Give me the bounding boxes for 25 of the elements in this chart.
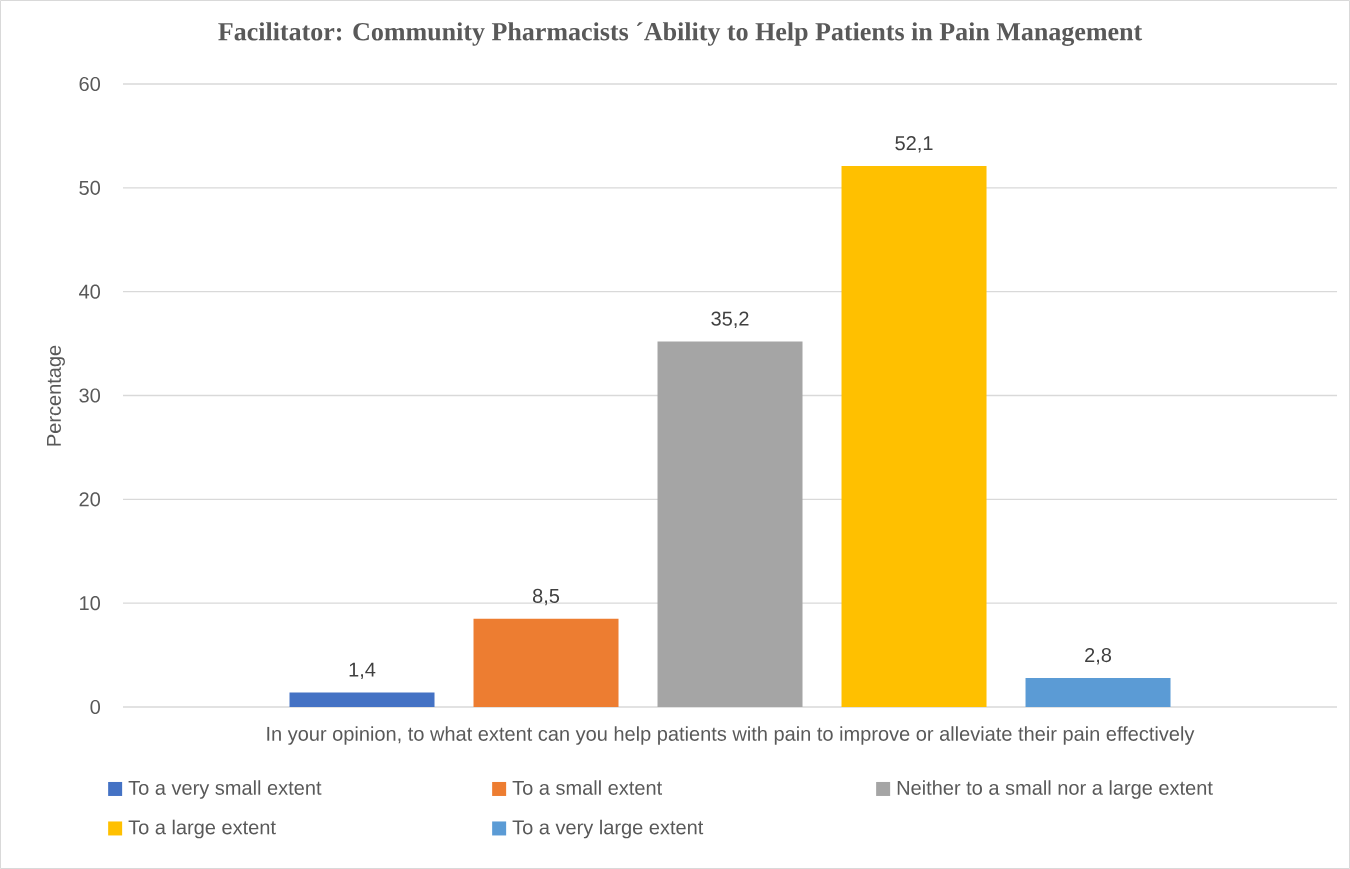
bar (841, 166, 987, 707)
data-label: 2,8 (1085, 647, 1112, 665)
y-tick-label: 0 (90, 699, 101, 715)
bar (657, 341, 803, 707)
y-tick-label: 10 (80, 596, 101, 611)
y-tick-label: 60 (79, 76, 101, 92)
y-axis-title: Percentage (47, 345, 65, 446)
legend-label: To a large extent (128, 819, 276, 839)
data-label: 8,5 (532, 588, 560, 606)
bar (1025, 677, 1171, 707)
data-label: 35,2 (711, 311, 749, 329)
y-tick-label: 20 (79, 492, 101, 507)
data-label: 1,4 (349, 662, 376, 680)
legend-label: Neither to a small nor a large extent (897, 780, 1213, 799)
chart-title: Facilitator: Community Pharmacists ´Ability to Help Patients in Pain Management (218, 22, 1143, 46)
legend-label: To a very small extent (128, 780, 322, 799)
y-tick-label: 40 (79, 284, 101, 299)
y-tick-label: 30 (79, 388, 101, 403)
bar (289, 692, 435, 707)
legend-label: To a small extent (512, 780, 663, 795)
y-tick-label: 50 (79, 180, 101, 195)
data-label: 52,1 (895, 136, 933, 153)
bar (473, 618, 619, 707)
legend-label: To a very large extent (512, 819, 704, 839)
x-tick-label: In your opinion, to what extent can you help patients with pain to improve or alleviate their pain effectively (267, 726, 1195, 745)
